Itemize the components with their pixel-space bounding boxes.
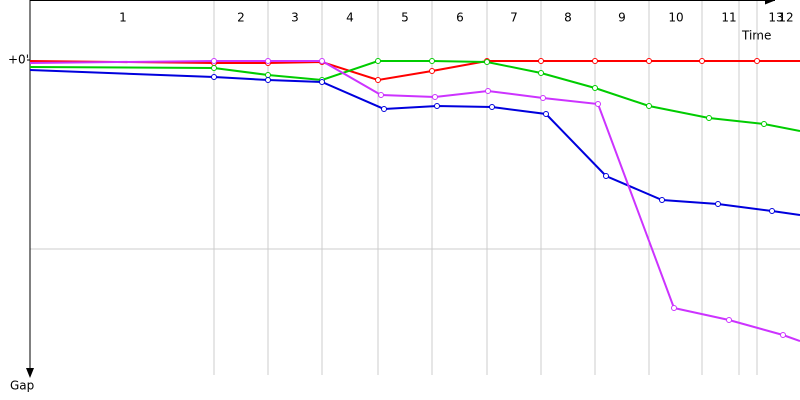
- x-axis-arrow: [765, 0, 775, 5]
- point: [434, 103, 440, 109]
- point: [485, 88, 491, 94]
- point: [592, 85, 598, 91]
- point: [646, 58, 652, 64]
- point: [489, 104, 495, 110]
- point: [603, 173, 609, 179]
- point: [381, 106, 387, 112]
- lap-label: 8: [564, 11, 572, 25]
- lap-label: 4: [346, 11, 354, 25]
- y-tick-label: +0': [8, 53, 29, 67]
- point: [754, 58, 760, 64]
- point: [646, 103, 652, 109]
- point: [538, 70, 544, 76]
- lap-label: 13: [768, 11, 783, 25]
- point: [715, 201, 721, 207]
- point: [543, 111, 549, 117]
- point: [592, 58, 598, 64]
- lap-label: 9: [618, 11, 626, 25]
- point: [726, 317, 732, 323]
- point: [780, 332, 786, 338]
- lap-label: 5: [401, 11, 409, 25]
- point: [538, 58, 544, 64]
- point: [595, 101, 601, 107]
- lap-label: 6: [456, 11, 464, 25]
- x-axis-label: Time: [741, 29, 771, 43]
- point: [769, 208, 775, 214]
- series-line: [29, 69, 800, 216]
- point: [671, 305, 677, 311]
- point: [699, 58, 705, 64]
- lap-label: 12: [778, 11, 793, 25]
- lap-label: 10: [668, 11, 683, 25]
- point: [761, 121, 767, 127]
- lap-label: 1: [119, 11, 127, 25]
- point: [706, 115, 712, 121]
- point: [375, 77, 381, 83]
- series-line: [29, 60, 800, 82]
- point: [659, 197, 665, 203]
- point: [429, 68, 435, 74]
- lap-label: 11: [721, 11, 736, 25]
- lap-label: 3: [291, 11, 299, 25]
- point: [375, 58, 381, 64]
- y-axis-label: Gap: [10, 379, 34, 393]
- point: [432, 94, 438, 100]
- lap-label: 7: [510, 11, 518, 25]
- point: [211, 58, 217, 64]
- point: [265, 72, 271, 78]
- point: [540, 95, 546, 101]
- point: [265, 58, 271, 64]
- point: [484, 59, 490, 65]
- point: [378, 92, 384, 98]
- point: [211, 65, 217, 71]
- point: [429, 58, 435, 64]
- point: [211, 74, 217, 80]
- lap-label: 2: [237, 11, 245, 25]
- y-axis-arrow: [26, 368, 34, 378]
- point: [319, 58, 325, 64]
- point: [319, 79, 325, 85]
- point: [265, 77, 271, 83]
